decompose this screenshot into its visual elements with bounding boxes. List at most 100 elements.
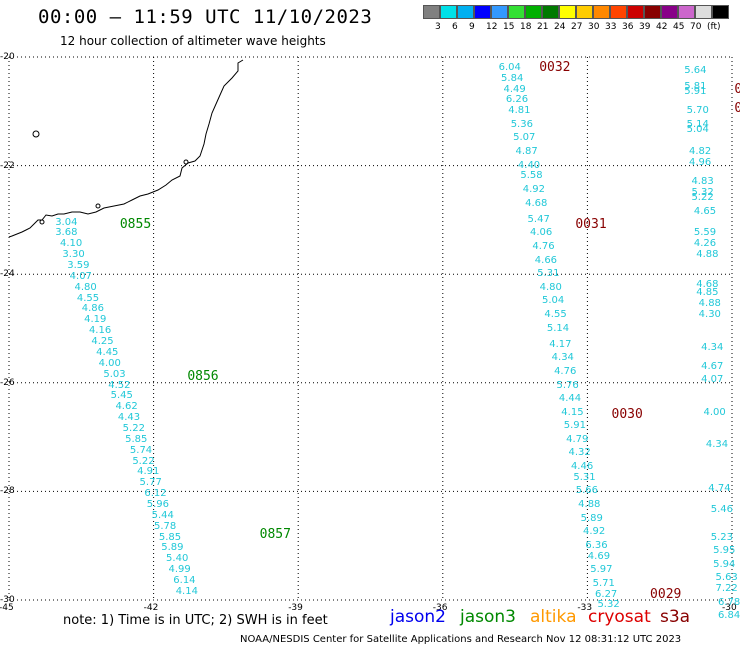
color-scale-label: 33 [605,22,617,32]
color-scale-swatch [610,5,627,19]
wave-height-value: 5.04 [542,295,565,307]
wave-height-value: 4.66 [534,254,558,266]
color-scale-swatch [661,5,678,19]
wave-height-value: 5.97 [590,564,613,576]
wave-height-value: 5.66 [575,485,599,497]
wave-height-value: 4.86 [81,303,104,315]
wave-height-value: 4.55 [544,308,567,320]
color-scale-label: 6 [452,22,458,32]
wave-height-value: 4.16 [88,325,112,337]
satellite-legend-s3a: s3a [660,607,691,627]
wave-height-value: 4.30 [698,308,721,320]
satellite-legend-altika: altika [530,607,577,627]
wave-height-value: 5.36 [510,118,533,130]
color-scale-label: 36 [622,22,634,32]
color-scale-label: (ft) [707,22,721,32]
wave-height-value: 4.52 [108,379,131,391]
wave-height-value: 7.22 [715,583,738,595]
color-scale-swatch [440,5,457,19]
pass-time-label: 0 [734,100,740,116]
wave-height-value: 4.55 [76,292,100,304]
color-scale-label: 9 [469,22,475,32]
wave-height-value: 5.76 [556,379,579,391]
wave-height-value: 5.58 [520,170,543,182]
wave-height-value: 4.80 [539,281,562,293]
lon-tick-label: -30 [722,603,737,613]
wave-height-value: 5.95 [713,545,736,557]
color-scale-swatch [508,5,525,19]
wave-height-value: 4.76 [532,241,555,253]
wave-height-value: 6.36 [585,539,608,551]
wave-height-value: 4.62 [115,401,138,413]
wave-height-value: 5.94 [713,558,736,570]
wave-height-value: 6.12 [144,488,167,500]
wave-height-value: 4.34 [701,341,724,353]
wave-height-value: 4.44 [558,393,582,405]
pass-time-label: 0032 [539,59,571,75]
wave-height-value: 4.81 [508,105,531,117]
color-scale-label: 15 [503,22,515,32]
wave-height-value: 4.76 [554,365,577,377]
lon-tick-label: -45 [0,603,14,613]
wave-height-value: 4.96 [689,156,712,168]
wave-height-value: 4.80 [74,281,97,293]
wave-height-value: 5.32 [691,186,714,198]
color-scale-swatch [474,5,491,19]
credit-text: NOAA/NESDIS Center for Satellite Applica… [240,634,682,645]
wave-height-value: 5.22 [691,192,714,204]
wave-height-value: 5.40 [166,553,189,565]
wave-height-value: 5.74 [129,444,153,456]
note-text: note: 1) Time is in UTC; 2) SWH is in fe… [63,613,328,628]
wave-height-value: 4.74 [708,482,731,494]
wave-height-value: 5.89 [580,512,603,524]
wave-height-value: 4.07 [701,374,724,386]
wave-height-value: 4.34 [705,439,729,451]
pass-time-label: 0029 [650,586,682,602]
lat-tick-label: -30 [0,595,15,605]
wave-height-value: 6.27 [595,588,618,600]
wave-height-value: 5.44 [151,509,174,521]
wave-height-value: 5.85 [125,433,148,445]
wave-height-value: 4.88 [578,498,601,510]
wave-height-value: 3.68 [55,227,78,239]
wave-height-value: 4.46 [570,460,594,472]
wave-height-value: 5.14 [546,322,570,334]
wave-height-value: 5.31 [537,268,560,280]
wave-height-value: 5.47 [527,213,550,225]
lon-tick-label: -36 [432,603,448,613]
wave-height-value: 4.25 [91,336,114,348]
lon-tick-label: -42 [143,603,159,613]
wave-height-value: 4.88 [698,298,721,310]
wave-height-value: 5.63 [715,572,738,584]
wave-height-value: 3.59 [67,260,90,272]
wave-height-value: 5.71 [592,577,615,589]
wave-height-value: 4.49 [503,83,526,95]
wave-height-value: 4.14 [175,585,198,597]
wave-height-value: 6.26 [505,94,529,106]
color-scale-label: 24 [554,22,566,32]
pass-time-label: 0030 [611,407,643,423]
lat-tick-label: -28 [0,486,15,497]
wave-height-value: 4.99 [168,564,191,576]
wave-height-value: 4.00 [703,406,726,418]
wave-height-value: 4.88 [696,249,719,261]
wave-height-value: 5.22 [132,455,155,467]
wave-height-value: 4.40 [517,159,541,171]
wave-height-value: 4.87 [515,146,538,158]
pass-time-label: 0857 [259,526,291,542]
color-scale-swatch [695,5,712,19]
wave-height-value: 4.32 [568,447,591,459]
wave-height-value: 5.32 [597,599,620,611]
color-scale-swatch [491,5,508,19]
lat-tick-label: -22 [0,160,15,171]
lat-tick-label: -26 [0,377,15,388]
color-scale-label: 39 [639,22,651,32]
color-scale-label: 12 [486,22,498,32]
wave-height-value: 5.77 [139,477,162,489]
color-scale-label: 27 [571,22,583,32]
wave-height-value: 5.22 [122,422,145,434]
wave-height-value: 5.07 [513,132,536,144]
wave-height-value: 5.91 [684,86,707,98]
wave-height-value: 5.14 [686,118,709,130]
wave-height-value: 5.59 [693,227,717,239]
